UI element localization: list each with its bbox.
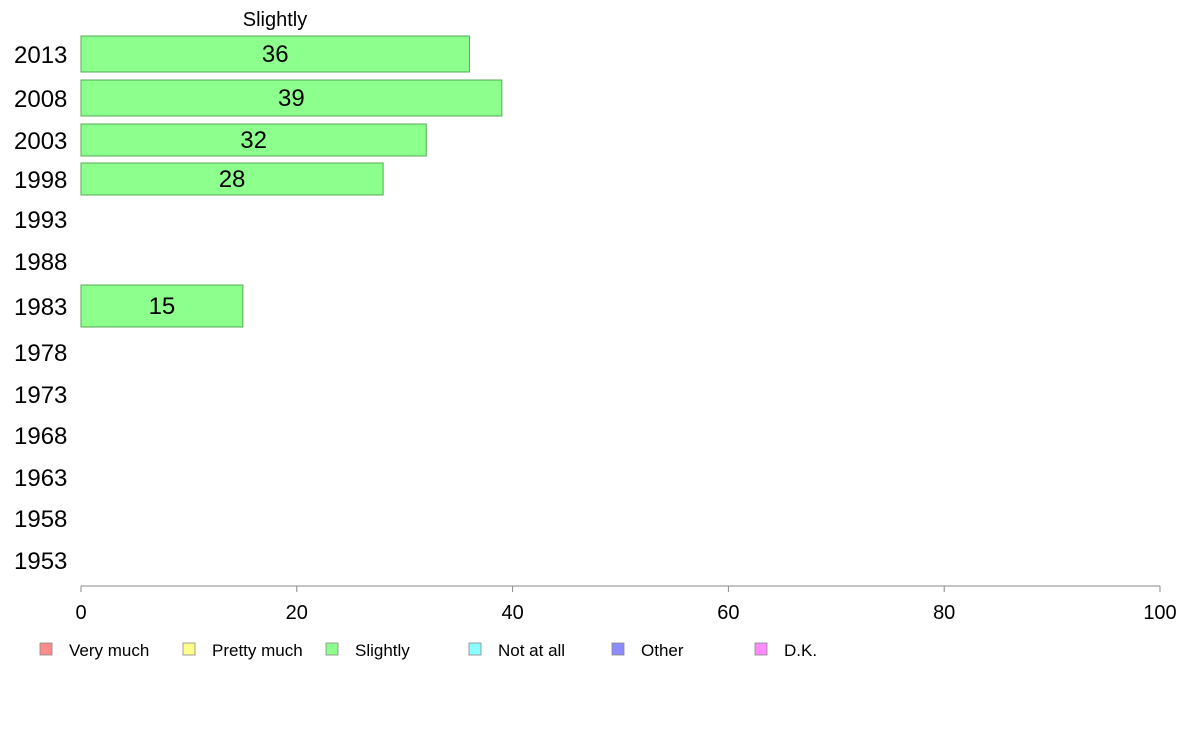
- legend-swatch: [754, 642, 768, 656]
- bar-value-label: 28: [219, 166, 246, 193]
- bar-2013: [80, 35, 470, 73]
- bar-value-label: 36: [262, 41, 289, 68]
- legend-label: Slightly: [355, 641, 410, 660]
- bar-value-label: 15: [149, 293, 176, 320]
- chart-title: Slightly: [243, 9, 307, 31]
- legend-swatch: [182, 642, 196, 656]
- year-label: 1958: [14, 506, 67, 533]
- legend-label: Not at all: [498, 641, 565, 660]
- x-tick-label: 0: [75, 602, 86, 624]
- x-tick-label: 20: [286, 602, 308, 624]
- chart-title-layer: Slightly: [243, 9, 307, 31]
- legend-label: Very much: [69, 641, 149, 660]
- year-label: 1953: [14, 548, 67, 575]
- year-label: 1983: [14, 294, 67, 321]
- year-label: 1998: [14, 167, 67, 194]
- year-label: 1968: [14, 423, 67, 450]
- x-tick-label: 100: [1143, 602, 1176, 624]
- bar-value-label: 32: [240, 127, 267, 154]
- legend-swatch: [39, 642, 53, 656]
- bar-2003: [80, 123, 427, 157]
- year-label: 2013: [14, 42, 67, 69]
- legend-label: D.K.: [784, 641, 817, 660]
- legend-swatch: [468, 642, 482, 656]
- year-label: 1963: [14, 465, 67, 492]
- bars-layer: 36 39 32 28 15: [80, 35, 503, 328]
- year-labels-layer: 2013 2008 2003 1998 1993 1988 1983 1978 1973 1968…: [14, 42, 67, 575]
- year-label: 1973: [14, 382, 67, 409]
- legend-swatch: [325, 642, 339, 656]
- x-tick-label: 60: [717, 602, 739, 624]
- bar-1983: [80, 284, 244, 328]
- x-tick-label: 80: [933, 602, 955, 624]
- year-label: 1993: [14, 207, 67, 234]
- legend: Very much Pretty much Slightly Not at all Ot…: [39, 641, 817, 660]
- year-label: 1988: [14, 249, 67, 276]
- bar-1998: [80, 162, 384, 196]
- x-axis: 0 20 40 60 80 100: [75, 585, 1177, 624]
- legend-label: Other: [641, 641, 684, 660]
- x-tick-label: 40: [501, 602, 523, 624]
- bar-value-label: 39: [278, 85, 305, 112]
- year-label: 1978: [14, 340, 67, 367]
- legend-label: Pretty much: [212, 641, 303, 660]
- bar-2008: [80, 79, 503, 117]
- year-label: 2003: [14, 128, 67, 155]
- legend-swatch: [611, 642, 625, 656]
- year-label: 2008: [14, 86, 67, 113]
